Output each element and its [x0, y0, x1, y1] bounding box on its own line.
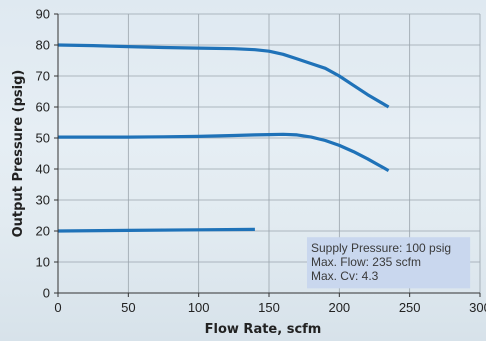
- series-line-2: [58, 132, 390, 172]
- y-tick-label: 40: [36, 162, 50, 177]
- x-tick-label: 300: [469, 300, 486, 315]
- info-line-max-flow: Max. Flow: 235 scfm: [311, 255, 421, 269]
- series-group: [57, 43, 390, 233]
- x-tick-label: 150: [258, 300, 280, 315]
- y-tick-label: 0: [43, 286, 50, 301]
- y-tick-label: 60: [36, 100, 50, 115]
- y-tick-label: 20: [36, 224, 50, 239]
- x-tick-label: 250: [399, 300, 421, 315]
- y-tick-label: 90: [36, 7, 50, 22]
- info-line-supply-pressure: Supply Pressure: 100 psig: [311, 241, 451, 255]
- x-tick-label: 50: [121, 300, 135, 315]
- y-tick-label: 70: [36, 69, 50, 84]
- info-box-background: [306, 237, 471, 289]
- tick-labels: 0 10 20 30 40 50 60 70 80 90 0 50 100 150 200 250 300: [36, 7, 486, 316]
- info-box: Supply Pressure: 100 psig Max. Flow: 235…: [306, 237, 471, 289]
- series-line-3: [57, 227, 255, 233]
- x-tick-label: 200: [328, 300, 350, 315]
- y-tick-label: 10: [36, 255, 50, 270]
- x-axis-title: Flow Rate, scfm: [205, 322, 322, 337]
- x-tick-label: 0: [54, 300, 61, 315]
- y-axis-title: Output Pressure (psig): [11, 70, 26, 238]
- x-tick-label: 100: [188, 300, 210, 315]
- series-line-1: [57, 43, 390, 109]
- y-tick-label: 30: [36, 193, 50, 208]
- y-tick-label: 80: [36, 38, 50, 53]
- info-line-max-cv: Max. Cv: 4.3: [311, 269, 379, 283]
- y-tick-label: 50: [36, 131, 50, 146]
